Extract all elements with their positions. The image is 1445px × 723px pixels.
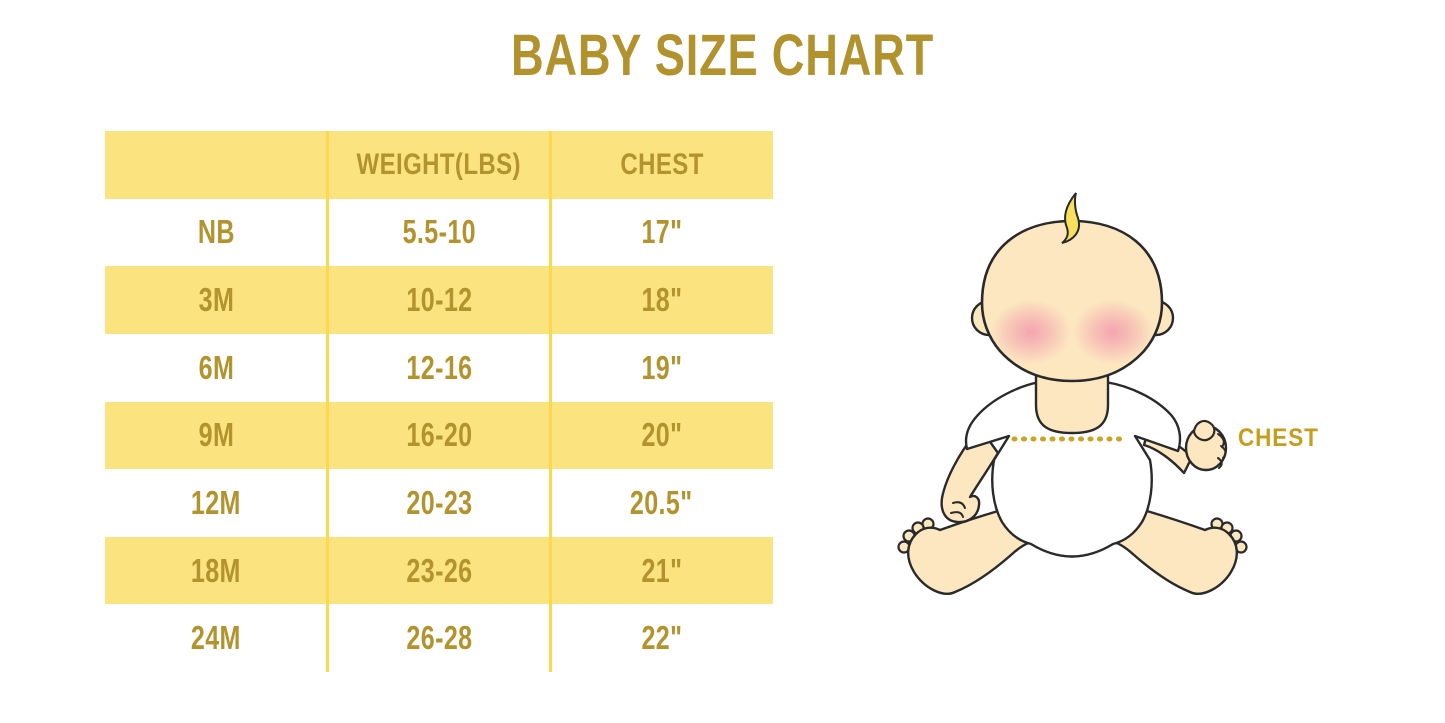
size-cell: 6M [198, 348, 235, 386]
chest-cell: 22" [641, 619, 683, 657]
weight-cell: 23-26 [405, 551, 473, 589]
header-chest-cell: CHEST [619, 147, 704, 181]
size-cell: 18M [191, 551, 242, 589]
left-hand-fingers [950, 501, 966, 518]
size-cell: 12M [191, 483, 242, 521]
weight-cell: 26-28 [405, 619, 473, 657]
header-size-cell [105, 148, 328, 182]
table-row: NB 5.5-10 17" [105, 198, 773, 267]
column-divider [549, 131, 552, 672]
table-row: 24M 26-28 22" [105, 604, 773, 672]
hair-curl [1061, 192, 1080, 244]
right-fist-fingers [1217, 433, 1227, 469]
weight-cell: 10-12 [405, 281, 473, 319]
weight-cell: 16-20 [405, 416, 473, 454]
left-cheek-blush [991, 300, 1071, 364]
chest-cell: 20.5" [630, 483, 693, 521]
weight-cell: 12-16 [405, 348, 473, 386]
size-table: WEIGHT(LBS) CHEST NB 5.5-10 17" 3M 10-12… [105, 131, 773, 672]
table-row: 12M 20-23 20.5" [105, 469, 773, 537]
chest-cell: 18" [641, 281, 683, 319]
weight-cell: 5.5-10 [402, 213, 476, 251]
size-cell: NB [197, 213, 235, 251]
right-cheek-blush [1073, 300, 1153, 364]
chest-cell: 19" [641, 348, 683, 386]
chest-cell: 21" [641, 551, 683, 589]
baby-onesie [964, 380, 1182, 558]
chest-measure-label: CHEST [1238, 424, 1319, 452]
column-divider [326, 131, 329, 672]
table-row: 6M 12-16 19" [105, 333, 773, 402]
table-row: 9M 16-20 20" [105, 401, 773, 470]
page-title: BABY SIZE CHART [510, 23, 935, 88]
header-weight-cell: WEIGHT(LBS) [356, 147, 522, 181]
baby-drawing [897, 192, 1248, 595]
table-row: 18M 23-26 21" [105, 536, 773, 605]
size-cell: 24M [191, 619, 242, 657]
left-arm [940, 433, 1000, 524]
chest-cell: 20" [641, 416, 683, 454]
size-cell: 3M [198, 281, 235, 319]
table-header-row: WEIGHT(LBS) CHEST [105, 131, 773, 199]
table-row: 3M 10-12 18" [105, 266, 773, 334]
right-thumb [1192, 419, 1216, 442]
size-cell: 9M [198, 416, 235, 454]
weight-cell: 20-23 [405, 483, 473, 521]
baby-illustration [890, 185, 1340, 605]
chest-cell: 17" [641, 213, 683, 251]
